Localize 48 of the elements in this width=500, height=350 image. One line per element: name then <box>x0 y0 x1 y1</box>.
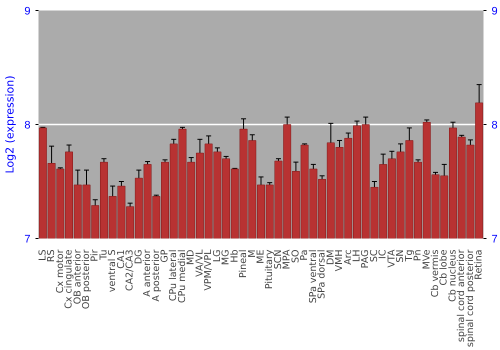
x-tick-label: VTA <box>386 249 398 268</box>
y-tick-label: 9 <box>24 6 31 18</box>
x-tick-label: CA1 <box>116 249 127 269</box>
x-tick-label: LG <box>212 250 223 262</box>
x-tick-label: Pituitary <box>264 249 276 290</box>
x-tick-label: Retina <box>474 249 485 280</box>
y2-tick-label: 9 <box>492 6 498 18</box>
x-tick-label: Hb <box>229 249 240 263</box>
x-tick-label: Arc <box>342 249 354 265</box>
x-tick-label: VPM/VPL <box>203 248 214 291</box>
y2-tick-label: 7 <box>492 234 498 246</box>
x-tick-label: SO <box>290 249 302 264</box>
x-tick-label: spinal cord posterior <box>464 249 476 348</box>
x-tick-label: PAG <box>360 249 372 268</box>
x-tick-label: M <box>246 249 258 258</box>
x-tick-label: MPA <box>282 249 293 270</box>
x-tick-label: LS <box>37 249 48 261</box>
x-tick-label: CA2/CA3 <box>124 249 136 292</box>
x-tick-label: MVe <box>421 249 432 270</box>
x-tick-label: Pir <box>90 249 101 262</box>
x-tick-label: CPu medial <box>176 249 188 303</box>
x-tick-label: VMH <box>334 249 346 272</box>
y-tick-label: 8 <box>24 120 31 132</box>
x-tick-label: ventral S <box>107 249 118 292</box>
y-axis-title: Log2 (expression) <box>3 75 16 174</box>
x-tick-label: SPa dorsal <box>316 249 328 299</box>
x-tick-label: VA/VL <box>194 248 206 277</box>
x-tick-label: Cx cingulate <box>64 249 75 309</box>
x-tick-label: IC <box>378 249 389 259</box>
x-tick-label: Pn <box>412 249 424 262</box>
x-tick-label: DG <box>133 249 144 264</box>
x-tick-label: SCN <box>272 249 284 270</box>
x-tick-label: LH <box>351 250 362 262</box>
x-tick-label: RS <box>46 249 58 262</box>
x-tick-label: Tu <box>98 249 110 261</box>
x-tick-label: SC <box>368 249 380 262</box>
x-tick-label: Pa <box>299 250 310 261</box>
x-tick-label: ME <box>256 249 266 264</box>
y2-tick-label: 8 <box>492 120 498 132</box>
x-tick-label: DM <box>325 249 336 266</box>
x-tick-label: Cb lobe <box>438 249 450 286</box>
x-tick-label: Tg <box>404 249 415 262</box>
x-tick-label: Pineal <box>238 249 250 278</box>
y-tick-label: 7 <box>24 234 31 246</box>
x-tick-label: MD <box>186 249 197 266</box>
x-tick-label: A posterior <box>150 249 162 302</box>
x-tick-label: OB posterior <box>80 249 92 310</box>
x-tick-label: SN <box>395 249 406 263</box>
